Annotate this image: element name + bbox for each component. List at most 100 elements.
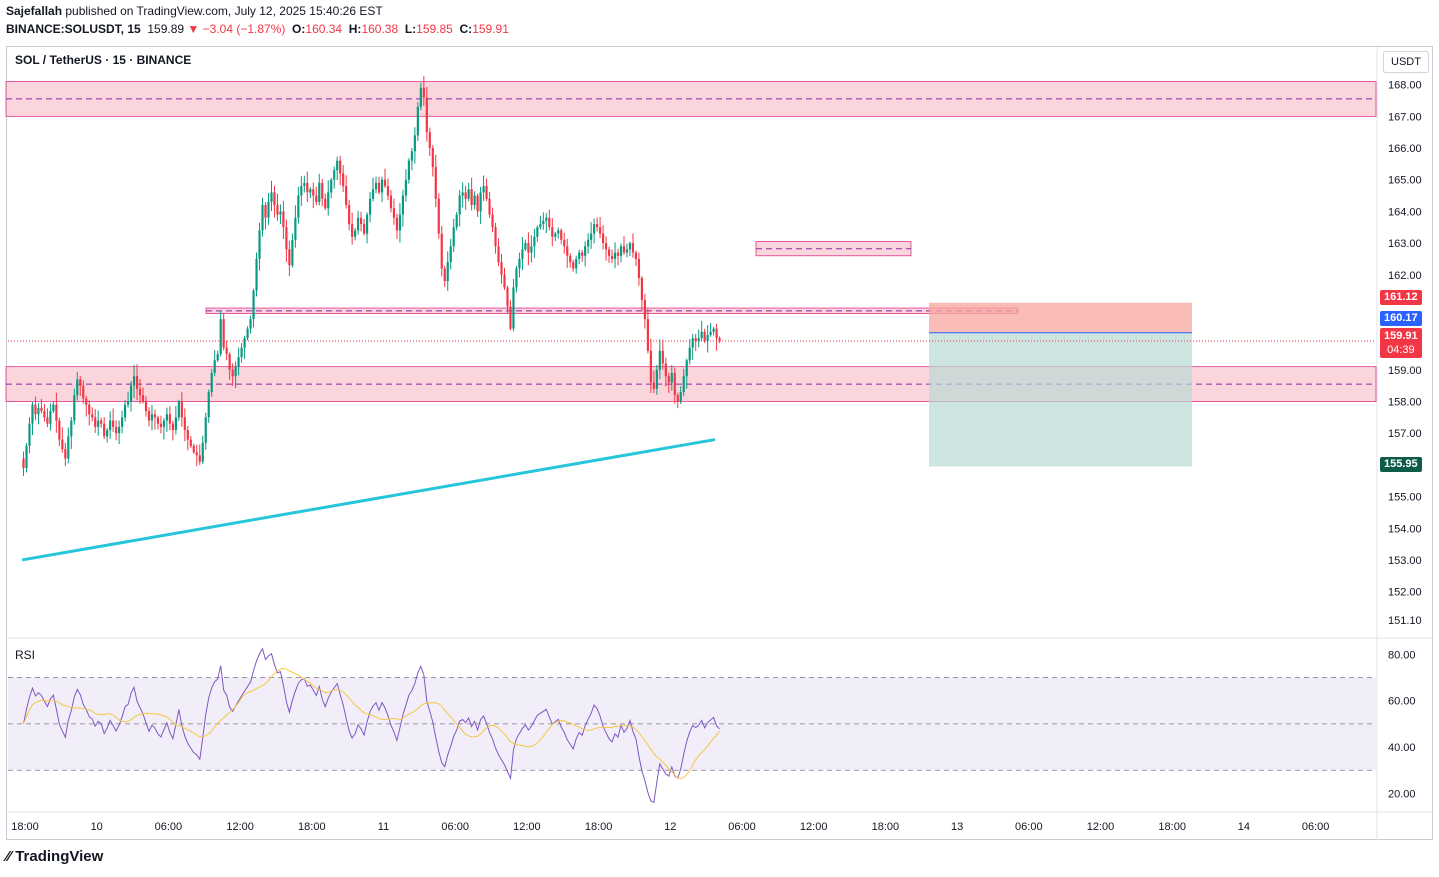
candle-body [694,338,697,342]
candle-body [673,373,676,396]
candle-body [527,243,530,253]
candle-body [348,205,351,225]
down-arrow-icon: ▼ [187,22,200,36]
candle-body [491,214,494,228]
bar-countdown: 04:39 [1387,344,1415,356]
candle-body [443,268,446,282]
candle-body [282,211,285,228]
candle-body [88,404,91,415]
candle-body [174,417,177,431]
time-tick-label: 18:00 [1158,821,1186,833]
high-label: H: [348,22,362,36]
time-tick-label: 06:00 [1015,821,1043,833]
candle-body [548,217,551,228]
time-tick-label: 12:00 [1087,821,1115,833]
candle-body [604,243,608,250]
candle-body [285,227,288,250]
candle-body [461,192,464,196]
candle-body [207,392,210,418]
candle-body [685,360,688,377]
candle-body [153,414,157,418]
candle-body [413,135,416,152]
time-tick-label: 18:00 [585,821,613,833]
candle-body [70,420,73,437]
candle-body [91,414,94,418]
stop-loss-box [929,302,1192,333]
candle-body [357,217,360,231]
candle-body [425,97,428,133]
candle-body [581,252,584,256]
time-tick-label: 18:00 [11,821,39,833]
high-value: 160.38 [361,22,399,36]
candle-body [61,439,64,450]
candle-body [103,423,106,437]
candle-body [303,182,306,187]
candle-body [530,246,533,253]
candle-body [590,233,593,240]
candle-body [422,87,425,98]
price-tick-label: 151.10 [1388,615,1422,627]
time-tick-label: 18:00 [298,821,326,833]
candle-body [578,252,581,259]
candle-body [339,160,342,174]
candle-body [46,417,49,424]
candle-body [189,439,192,446]
current-price: 159.91 [1384,330,1418,342]
candle-body [545,217,548,221]
candle-body [300,186,303,196]
candle-body [458,195,461,215]
time-tick-label: 06:00 [441,821,469,833]
candle-body [494,227,497,247]
candle-body [67,436,70,459]
candle-body [616,252,620,256]
candle-body [204,417,207,443]
candle-body [437,198,440,234]
entry-price-label: 160.17 [1380,311,1422,326]
tradingview-logo[interactable]: ⁄⁄ TradingView [6,848,103,865]
candle-body [55,404,58,421]
candle-body [312,189,315,196]
currency-button[interactable]: USDT [1383,51,1429,73]
candle-body [354,230,357,237]
candle-body [512,287,515,329]
open-label: O: [292,22,306,36]
candle-body [485,186,488,199]
candle-body [464,192,467,199]
candle-body [497,246,500,263]
last-price: 159.89 [147,22,185,36]
candle-body [126,401,130,405]
price-tick-label: 166.00 [1388,143,1422,155]
price-tick-label: 154.00 [1388,523,1422,535]
candle-body [261,205,264,231]
candle-body [123,404,127,418]
candle-body [593,224,596,234]
candle-body [667,376,670,383]
candle-body [631,243,635,253]
candle-body [97,420,100,427]
published-text: published on TradingView.com, July 12, 2… [62,4,383,18]
time-tick-label: 12 [664,821,676,833]
time-tick-label: 10 [91,821,103,833]
publisher-name[interactable]: Sajefallah [6,4,63,18]
candle-body [150,414,154,421]
candle-body [718,338,721,342]
candle-body [503,274,506,288]
candle-body [309,189,312,193]
candle-body [228,354,231,370]
candle-body [22,458,25,469]
candle-body [715,328,718,339]
candle-body [231,369,234,377]
candle-body [198,455,201,462]
candle-body [270,192,273,202]
take-profit-box [929,332,1192,467]
time-tick-label: 12:00 [513,821,541,833]
price-tick-label: 164.00 [1388,206,1422,218]
candle-body [521,249,524,259]
candle-body [434,167,437,199]
rsi-tick-label: 40.00 [1388,742,1416,754]
candle-body [327,192,330,209]
time-tick-label: 13 [951,821,963,833]
time-tick-label: 06:00 [728,821,756,833]
candle-body [428,132,431,149]
